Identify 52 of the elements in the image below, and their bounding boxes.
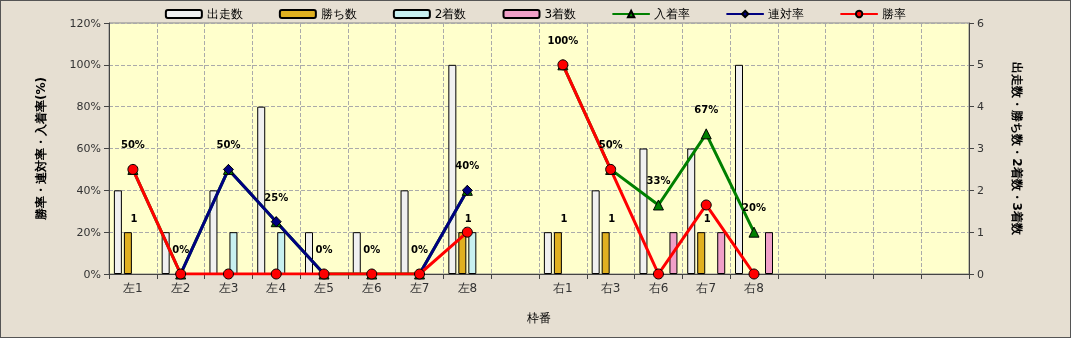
data-label: 0% <box>363 244 381 255</box>
x-axis-title: 枠番 <box>526 311 551 325</box>
data-label: 1 <box>464 212 472 224</box>
y2-tick-label: 4 <box>977 100 984 114</box>
y-tick-label: 40% <box>76 183 101 197</box>
data-label: 50% <box>216 139 241 151</box>
y2-axis-title: 出走数・勝ち数・2着数・3着数 <box>1010 62 1024 236</box>
y-tick-label: 60% <box>76 142 101 155</box>
x-tick-label: 左5 <box>314 281 334 295</box>
y2-tick-label: 5 <box>977 58 984 72</box>
legend-label: 入着率 <box>654 7 691 21</box>
data-label: 1 <box>703 212 711 224</box>
data-label: 50% <box>120 139 145 151</box>
y2-tick-label: 6 <box>977 16 984 30</box>
data-label: 0% <box>315 244 333 255</box>
y2-tick-label: 3 <box>977 142 984 155</box>
y-tick-label: 80% <box>76 100 101 114</box>
data-label: 67% <box>694 103 719 115</box>
y2-tick-label: 1 <box>977 225 984 239</box>
x-tick-label: 右6 <box>648 281 669 295</box>
x-tick-label: 右8 <box>744 281 764 295</box>
y-tick-label: 20% <box>76 225 101 239</box>
x-tick-label: 右1 <box>553 281 573 295</box>
x-tick-label: 左6 <box>361 281 382 295</box>
legend-label: 2着数 <box>434 7 467 21</box>
data-label: 100% <box>547 34 579 46</box>
data-label: 1 <box>560 212 568 224</box>
y-axis-title: 勝率・連対率・入着率(%) <box>34 77 48 221</box>
data-label: 1 <box>608 212 616 224</box>
legend-label: 勝率 <box>882 7 907 21</box>
x-tick-label: 左7 <box>409 281 430 295</box>
y-tick-label: 100% <box>69 58 101 72</box>
x-tick-label: 右7 <box>696 281 717 295</box>
data-label: 33% <box>646 174 671 186</box>
data-label: 0% <box>411 244 429 255</box>
data-label: 1 <box>130 212 138 224</box>
x-tick-label: 左4 <box>266 281 287 295</box>
x-tick-label: 右3 <box>600 281 621 295</box>
x-tick-label: 左2 <box>170 281 191 295</box>
data-label: 0% <box>172 244 190 255</box>
x-tick-label: 左8 <box>457 281 478 295</box>
x-tick-label: 左3 <box>218 281 239 295</box>
y-tick-label: 120% <box>69 16 101 30</box>
legend-label: 勝ち数 <box>320 7 357 21</box>
legend-label: 出走数 <box>206 7 243 21</box>
legend-label: 3着数 <box>544 7 577 21</box>
x-tick-label: 左1 <box>123 281 143 295</box>
y2-tick-label: 2 <box>977 183 984 197</box>
y2-tick-label: 0 <box>977 267 984 281</box>
legend-label: 連対率 <box>768 7 805 21</box>
data-label: 25% <box>264 191 289 203</box>
y-tick-label: 0% <box>83 267 101 281</box>
